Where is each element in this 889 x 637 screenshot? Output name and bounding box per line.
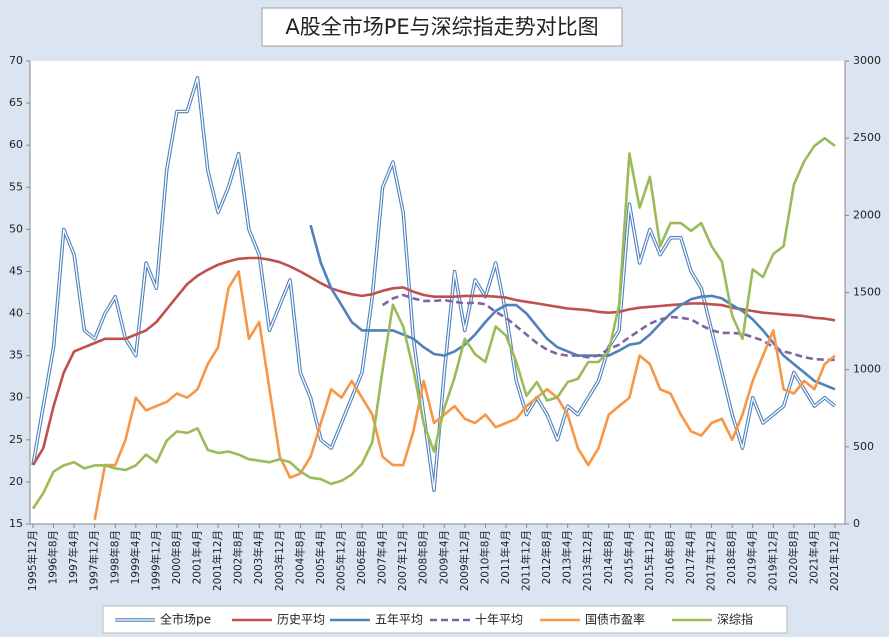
- x-tick-label: 1997年12月: [88, 530, 101, 591]
- x-tick-label: 2019年4月: [746, 530, 759, 584]
- series-line: [309, 224, 836, 391]
- x-tick-label: 2016年8月: [663, 530, 676, 584]
- legend-label: 国债市盈率: [585, 612, 645, 627]
- x-tick-label: 2011年4月: [499, 530, 512, 584]
- series-line: [31, 256, 836, 466]
- x-tick-label: 2021年12月: [828, 530, 841, 591]
- y-tick-label: 45: [9, 264, 23, 277]
- x-tick-label: 1996年8月: [47, 530, 60, 584]
- y-tick-label: 50: [9, 222, 23, 235]
- chart-title: A股全市场PE与深综指走势对比图: [285, 15, 598, 39]
- x-tick-label: 2015年4月: [622, 530, 635, 584]
- x-tick-label: 2009年12月: [458, 530, 471, 591]
- legend-label: 深综指: [717, 612, 753, 627]
- series-line: [31, 136, 836, 510]
- title-box: [261, 7, 623, 47]
- x-tick-label: 2012年8月: [540, 530, 553, 584]
- y2-tick-label: 0: [853, 517, 860, 530]
- x-tick-label: 2004年8月: [293, 530, 306, 584]
- y-tick-label: 65: [9, 96, 23, 109]
- x-tick-label: 2008年8月: [417, 530, 430, 584]
- x-tick-label: 1999年4月: [129, 530, 142, 584]
- x-tick-label: 2011年12月: [520, 530, 533, 591]
- x-tick-label: 2015年12月: [643, 530, 656, 591]
- x-tick-label: 2009年4月: [437, 530, 450, 584]
- x-tick-label: 2018年8月: [725, 530, 738, 584]
- y-tick-label: 15: [9, 517, 23, 530]
- x-tick-label: 2017年4月: [684, 530, 697, 584]
- x-tick-label: 2014年8月: [602, 530, 615, 584]
- series-group: [31, 76, 837, 521]
- legend-label: 十年平均: [475, 613, 523, 627]
- y-tick-label: 30: [9, 391, 23, 404]
- y-tick-label: 70: [9, 54, 23, 67]
- x-tick-label: 2005年12月: [334, 530, 347, 591]
- x-tick-label: 2000年8月: [170, 530, 183, 584]
- legend-label: 历史平均: [277, 613, 325, 627]
- x-tick-label: 2003年12月: [273, 530, 286, 591]
- x-tick-label: 1995年12月: [26, 530, 39, 591]
- x-tick-label: 2019年12月: [766, 530, 779, 591]
- x-tick-label: 1998年8月: [108, 530, 121, 584]
- y2-tick-label: 3000: [853, 54, 881, 67]
- y2-tick-label: 2000: [853, 208, 881, 221]
- y-tick-label: 55: [9, 180, 23, 193]
- y2-tick-label: 2500: [853, 131, 881, 144]
- x-tick-label: 2017年12月: [705, 530, 718, 591]
- x-tick-label: 2021年4月: [807, 530, 820, 584]
- x-tick-label: 2013年4月: [561, 530, 574, 584]
- series-line: [93, 270, 836, 521]
- y-tick-label: 40: [9, 307, 23, 320]
- x-tick-label: 2010年8月: [478, 530, 491, 584]
- x-tick-label: 2006年8月: [355, 530, 368, 584]
- series-line-inner: [32, 77, 836, 491]
- x-tick-label: 2005年4月: [314, 530, 327, 584]
- y-tick-label: 60: [9, 138, 23, 151]
- y2-tick-label: 1500: [853, 286, 881, 299]
- y-tick-label: 35: [9, 349, 23, 362]
- x-tick-label: 1999年12月: [149, 530, 162, 591]
- x-tick-label: 2007年12月: [396, 530, 409, 591]
- x-tick-label: 2003年4月: [252, 530, 265, 584]
- legend-label: 五年平均: [375, 613, 423, 627]
- y2-tick-label: 500: [853, 440, 874, 453]
- x-tick-label: 2013年12月: [581, 530, 594, 591]
- x-tick-label: 2001年12月: [211, 530, 224, 591]
- x-tick-label: 1997年4月: [67, 530, 80, 584]
- y2-tick-label: 1000: [853, 363, 881, 376]
- x-tick-label: 2001年4月: [191, 530, 204, 584]
- x-tick-label: 2007年4月: [376, 530, 389, 584]
- y-tick-label: 20: [9, 475, 23, 488]
- x-tick-label: 2020年8月: [787, 530, 800, 584]
- legend-label: 全市场pe: [160, 612, 211, 627]
- y-tick-label: 25: [9, 433, 23, 446]
- x-tick-label: 2002年8月: [232, 530, 245, 584]
